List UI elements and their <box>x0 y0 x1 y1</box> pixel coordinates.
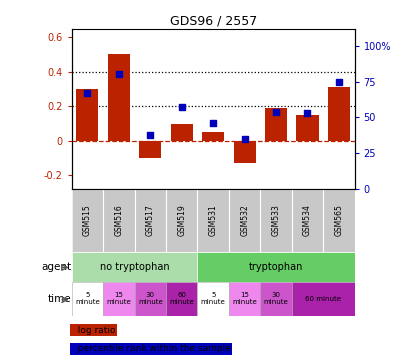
Text: GSM516: GSM516 <box>114 205 123 236</box>
Text: 30
minute: 30 minute <box>263 292 288 306</box>
Bar <box>134 282 166 316</box>
Bar <box>170 124 192 141</box>
Bar <box>233 141 255 163</box>
Text: GSM519: GSM519 <box>177 205 186 236</box>
Bar <box>296 115 318 141</box>
Text: tryptophan: tryptophan <box>248 262 303 272</box>
Bar <box>264 108 286 141</box>
Point <box>115 72 122 77</box>
Text: 60
minute: 60 minute <box>169 292 194 306</box>
Point <box>209 120 216 126</box>
Text: 30
minute: 30 minute <box>137 292 162 306</box>
Bar <box>197 282 228 316</box>
Point <box>272 109 279 115</box>
Point <box>303 110 310 116</box>
Point <box>147 132 153 137</box>
Text: log ratio: log ratio <box>72 326 115 335</box>
Text: 15
minute: 15 minute <box>231 292 256 306</box>
Bar <box>72 252 197 282</box>
Bar <box>291 282 354 316</box>
Text: no tryptophan: no tryptophan <box>99 262 169 272</box>
Bar <box>139 141 161 158</box>
Bar <box>103 282 134 316</box>
Text: time: time <box>48 294 72 304</box>
Text: GSM565: GSM565 <box>334 205 343 236</box>
Text: agent: agent <box>42 262 72 272</box>
Point <box>335 79 342 85</box>
Point <box>84 90 90 96</box>
Text: GSM515: GSM515 <box>83 205 92 236</box>
Text: GSM531: GSM531 <box>208 205 217 236</box>
Text: 15
minute: 15 minute <box>106 292 131 306</box>
Bar <box>72 282 103 316</box>
Point <box>241 136 247 142</box>
Bar <box>202 132 224 141</box>
Text: 60 minute: 60 minute <box>304 296 340 302</box>
Bar <box>327 87 349 141</box>
Text: 5
minute: 5 minute <box>75 292 100 306</box>
Bar <box>76 89 98 141</box>
Title: GDS96 / 2557: GDS96 / 2557 <box>169 14 256 27</box>
Text: GSM517: GSM517 <box>146 205 155 236</box>
Text: percentile rank within the sample: percentile rank within the sample <box>72 344 230 353</box>
Bar <box>197 252 354 282</box>
Text: 5
minute: 5 minute <box>200 292 225 306</box>
Text: GSM534: GSM534 <box>302 205 311 236</box>
Point <box>178 105 184 110</box>
Text: GSM532: GSM532 <box>240 205 249 236</box>
Text: GSM533: GSM533 <box>271 205 280 236</box>
Bar <box>166 282 197 316</box>
Bar <box>228 282 260 316</box>
Bar <box>260 282 291 316</box>
Bar <box>108 55 130 141</box>
